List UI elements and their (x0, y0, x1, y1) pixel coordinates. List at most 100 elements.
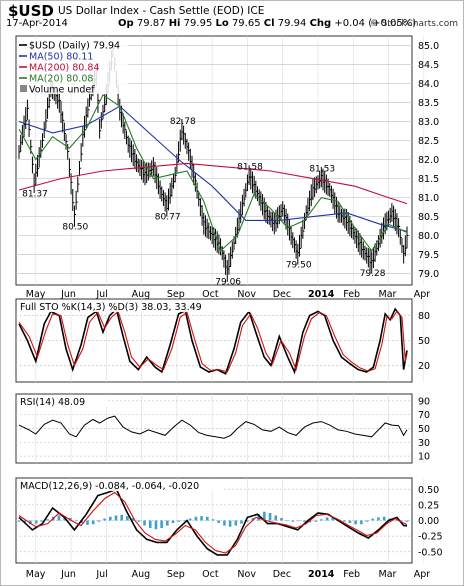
price-annotation: 81.58 (237, 163, 263, 173)
macd-line (18, 488, 408, 556)
legend-ma20: MA(20) 80.08 (29, 74, 93, 85)
macd-histogram-bar (131, 518, 135, 521)
macd-histogram-bar (148, 520, 152, 528)
open-label: Op (118, 18, 134, 29)
macd-histogram-bar (57, 515, 61, 521)
macd-histogram-bar (97, 520, 101, 522)
chg-label: Chg (309, 18, 332, 29)
macd-histogram-bar (183, 520, 186, 522)
price-tick-label: 81.0 (418, 193, 439, 204)
x-label-bottom: Aug (132, 569, 151, 580)
rsi-legend-bg (18, 396, 108, 407)
rsi-tick-label: 50 (418, 424, 430, 435)
macd-histogram-bar (382, 516, 386, 521)
low-label: Lo (215, 18, 229, 29)
chg-value: +0.04 (+0.05%) (334, 18, 417, 29)
macd-tick-label: -0.50 (418, 547, 443, 558)
sto-d-line (18, 310, 408, 373)
x-label-bottom: Jul (95, 569, 107, 580)
macd-histogram-bar (240, 520, 243, 524)
macd-histogram-bar (314, 520, 318, 522)
macd-histogram-bar (291, 520, 295, 522)
macd-histogram-bar (274, 515, 278, 521)
macd-histogram-bar (154, 520, 158, 530)
legend-ma50-bg (18, 50, 128, 61)
credit-text: © StockCharts.com (369, 19, 458, 29)
x-label-bottom: Mar (379, 569, 397, 580)
macd-histogram-bar (126, 516, 129, 521)
macd-histogram-bar (160, 520, 163, 528)
macd-histogram-bar (371, 518, 375, 521)
ma20-line (18, 94, 408, 252)
macd-histogram-bar (200, 516, 203, 521)
legend-ma200: MA(200) 80.84 (29, 63, 99, 74)
macd-histogram-bar (91, 520, 95, 525)
price-tick-label: 82.5 (418, 136, 439, 147)
macd-histogram-bar (394, 520, 397, 522)
macd-histogram-bar (46, 519, 49, 521)
close-value: 79.94 (277, 18, 307, 29)
macd-histogram-bar (205, 516, 209, 521)
macd-histogram-bar (194, 516, 198, 521)
macd-histogram-bar (120, 514, 124, 521)
price-tick-label: 85.0 (418, 41, 439, 52)
sto-k-line (18, 307, 408, 375)
x-label-bottom: Oct (202, 569, 219, 580)
low-value: 79.65 (231, 18, 261, 29)
close-label: Cl (263, 18, 275, 29)
price-tick-label: 82.0 (418, 155, 439, 166)
price-tick-label: 80.5 (418, 212, 439, 223)
sto-tick-label: 20 (418, 361, 430, 372)
macd-histogram-bar (234, 520, 238, 526)
macd-histogram-bar (80, 520, 84, 523)
price-tick-label: 84.5 (418, 60, 439, 71)
macd-legend-bg (18, 480, 224, 491)
price-annotation: 80.50 (62, 223, 88, 233)
x-label-top: Jul (95, 289, 107, 300)
x-label-bottom: Sep (167, 569, 185, 580)
macd-histogram-bar (302, 520, 306, 522)
rsi-tick-label: 10 (418, 452, 430, 463)
rsi-tick-label: 90 (418, 396, 430, 407)
legend-ma20-bg (18, 72, 128, 83)
x-label-top: Oct (202, 289, 219, 300)
rsi-legend: RSI(14) 48.09 (20, 397, 85, 408)
macd-histogram-bar (365, 520, 369, 522)
x-label-top: 2014 (308, 289, 335, 300)
x-label-top: Dec (273, 289, 291, 300)
ma200-line (18, 162, 408, 205)
rsi-tick-label: 70 (418, 410, 430, 421)
macd-histogram-bar (108, 516, 112, 521)
legend-volume: Volume undef (29, 85, 95, 96)
price-tick-label: 83.5 (418, 98, 439, 109)
price-tick-label: 80.0 (418, 231, 439, 242)
macd-histogram-bar (342, 520, 346, 522)
macd-histogram-bar (74, 519, 78, 521)
sto-tick-label: 50 (418, 336, 430, 347)
sto-tick-label: 80 (418, 311, 430, 322)
macd-histogram-bar (405, 520, 409, 522)
x-label-top: Mar (379, 289, 397, 300)
x-label-top: Jun (60, 289, 76, 300)
macd-histogram-bar (34, 520, 38, 524)
price-annotation: 82.78 (170, 117, 196, 127)
sto-legend-bg (18, 301, 254, 312)
macd-histogram-bar (114, 515, 118, 521)
price-annotation: 81.53 (309, 164, 335, 174)
macd-histogram-bar (103, 518, 106, 521)
price-annotation: 80.77 (155, 212, 181, 222)
macd-histogram-bar (211, 519, 215, 521)
macd-histogram-bar (360, 520, 363, 525)
price-tick-label: 79.0 (418, 269, 439, 280)
rsi-line (18, 415, 408, 439)
macd-histogram-bar (228, 520, 232, 527)
x-label-top: Sep (167, 289, 185, 300)
x-label-bottom: May (26, 569, 46, 580)
macd-histogram-bar (69, 518, 72, 521)
macd-histogram-bar (143, 520, 146, 526)
price-tick-label: 81.5 (418, 174, 439, 185)
macd-tick-label: 0.50 (418, 485, 439, 496)
legend-usd-bg (18, 39, 128, 50)
price-annotation: 79.28 (360, 269, 386, 279)
